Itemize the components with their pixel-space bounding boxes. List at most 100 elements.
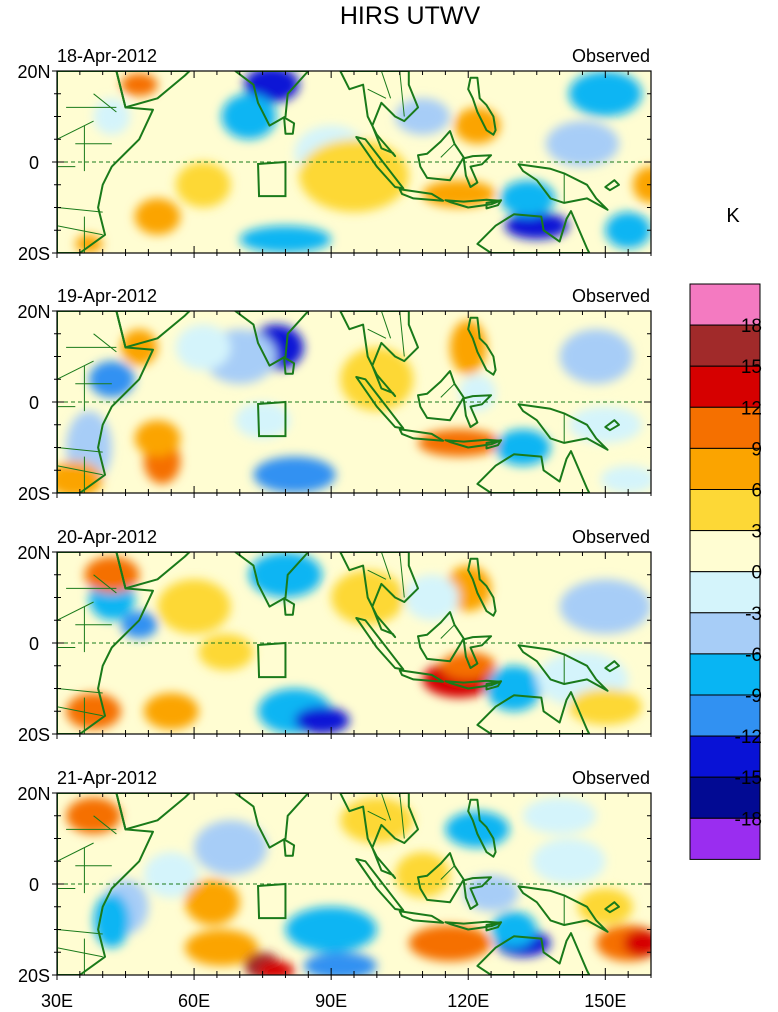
anomaly-blob — [568, 406, 642, 443]
colorbar-bin — [689, 694, 761, 737]
coastline — [398, 910, 445, 924]
study-region-box — [257, 160, 287, 198]
border-line — [57, 947, 103, 958]
colorbar-level-label: -3 — [745, 604, 762, 625]
anomaly-blob — [632, 166, 651, 203]
borders — [57, 552, 565, 734]
coastline — [283, 356, 296, 375]
colorbar-level-label: -9 — [745, 686, 762, 707]
coastline — [462, 876, 493, 910]
anomaly-field — [57, 311, 651, 493]
anomaly-blob — [244, 71, 300, 103]
anomaly-blob — [66, 693, 121, 730]
border-line — [399, 71, 405, 117]
anomaly-blob — [545, 121, 620, 167]
anomaly-blob — [395, 98, 450, 135]
border-line — [93, 333, 117, 353]
anomaly-blob — [454, 107, 501, 144]
chart-title: HIRS UTWV — [340, 2, 481, 30]
anomaly-blob — [120, 73, 158, 97]
coastline — [115, 793, 191, 831]
anomaly-blob — [285, 906, 377, 953]
anomaly-blob — [84, 556, 140, 593]
coastline — [462, 154, 493, 188]
coastline — [467, 316, 497, 376]
colorbar-level-label: 9 — [751, 439, 762, 460]
anomaly-blob — [600, 465, 651, 493]
study-region-box — [257, 400, 287, 438]
colorbar-level-label: 3 — [751, 522, 762, 543]
anomaly-blob — [559, 579, 651, 634]
coastline — [339, 311, 419, 398]
coastline — [339, 793, 419, 880]
anomaly-blob — [120, 611, 158, 639]
anomaly-blob — [491, 911, 537, 948]
y-tick-label: 20S — [18, 725, 50, 745]
coastline — [234, 793, 310, 849]
panel-ticks — [52, 551, 652, 739]
border-line — [380, 552, 392, 580]
colorbar-bin — [689, 571, 761, 614]
y-tick-label: 20S — [18, 244, 50, 264]
coastline — [398, 669, 445, 683]
y-tick-label: 0 — [29, 153, 39, 173]
anomaly-blob — [198, 633, 254, 671]
anomaly-blob — [248, 552, 323, 598]
x-tick-label: 120E — [447, 991, 489, 1011]
anomaly-blob — [120, 329, 158, 366]
anomaly-blob — [239, 225, 332, 253]
coastlines — [57, 552, 620, 734]
border-line — [57, 465, 103, 476]
coastline — [444, 198, 502, 209]
coastline — [517, 403, 609, 451]
coastline — [467, 798, 497, 858]
coastline — [398, 188, 445, 202]
anomaly-blob — [486, 665, 542, 712]
coastline — [444, 920, 502, 931]
coastline — [517, 644, 609, 692]
coastline — [283, 597, 296, 616]
anomaly-blob — [568, 71, 642, 117]
border-line — [399, 311, 405, 357]
coastline — [485, 439, 503, 450]
y-tick-label: 20N — [17, 62, 50, 82]
coastline — [115, 552, 191, 590]
anomaly-blob — [417, 429, 501, 457]
colorbar-bin — [689, 489, 761, 532]
anomaly-blob — [184, 929, 259, 966]
anomaly-blob — [157, 579, 231, 634]
x-tick-label: 60E — [178, 991, 210, 1011]
border-line — [490, 440, 501, 444]
anomaly-blob — [235, 402, 291, 439]
y-tick-label: 20N — [17, 784, 50, 804]
border-line — [380, 71, 392, 99]
anomaly-blob — [175, 162, 231, 208]
coastline — [517, 163, 609, 211]
anomaly-blob — [184, 879, 240, 925]
anomaly-blob — [623, 929, 651, 957]
y-tick-label: 20N — [17, 302, 50, 322]
coastlines — [57, 311, 620, 493]
coastline — [462, 394, 493, 428]
coastline — [604, 179, 620, 192]
colorbar-level-label: -18 — [735, 809, 762, 830]
colorbar-bin — [689, 653, 761, 696]
borders — [57, 311, 565, 493]
anomaly-blob — [532, 838, 606, 884]
anomaly-blob — [175, 324, 231, 371]
colorbar-bin — [689, 817, 761, 860]
border-line — [57, 447, 103, 453]
coastline — [462, 635, 493, 669]
coastline — [444, 438, 502, 449]
border-line — [380, 311, 392, 339]
anomaly-blob — [500, 180, 556, 217]
x-tick-label: 90E — [315, 991, 347, 1011]
border-line — [57, 842, 94, 862]
border-line — [367, 810, 387, 821]
panel-ticks — [52, 792, 652, 980]
border-line — [440, 624, 455, 639]
border-line — [399, 552, 405, 598]
colorbar-level-label: -15 — [735, 768, 762, 789]
colorbar-bin — [689, 324, 761, 367]
